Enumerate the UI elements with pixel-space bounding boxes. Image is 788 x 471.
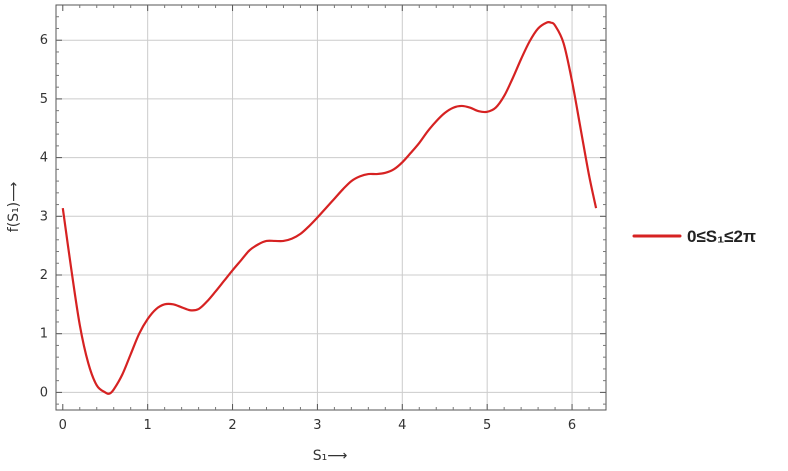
grid-lines (56, 5, 606, 410)
y-tick-label: 4 (40, 151, 48, 166)
y-tick-label: 2 (40, 268, 48, 283)
legend: 0≤S₁≤2π (632, 227, 756, 246)
x-tick-label: 3 (313, 418, 321, 433)
y-tick-label: 5 (40, 92, 48, 107)
plot-frame (55, 4, 607, 411)
series-layer (61, 20, 598, 395)
x-tick-label: 5 (483, 418, 491, 433)
y-tick-label: 3 (40, 209, 48, 224)
y-tick-labels: 0 1 2 3 4 5 6 (40, 33, 48, 400)
x-tick-labels: 0 1 2 3 4 5 6 (59, 418, 577, 433)
x-axis-label: S₁⟶ (313, 448, 348, 464)
x-tick-label: 1 (144, 418, 152, 433)
y-axis-label: f(S₁)⟶ (6, 182, 22, 232)
legend-label: 0≤S₁≤2π (687, 227, 756, 246)
x-tick-label: 4 (398, 418, 406, 433)
y-tick-label: 1 (40, 327, 48, 342)
x-tick-label: 6 (568, 418, 576, 433)
y-tick-label: 6 (40, 33, 48, 48)
y-tick-label: 0 (40, 385, 48, 400)
x-tick-label: 2 (228, 418, 236, 433)
axis-ticks (56, 5, 606, 410)
x-tick-label: 0 (59, 418, 67, 433)
series-line (61, 20, 598, 395)
